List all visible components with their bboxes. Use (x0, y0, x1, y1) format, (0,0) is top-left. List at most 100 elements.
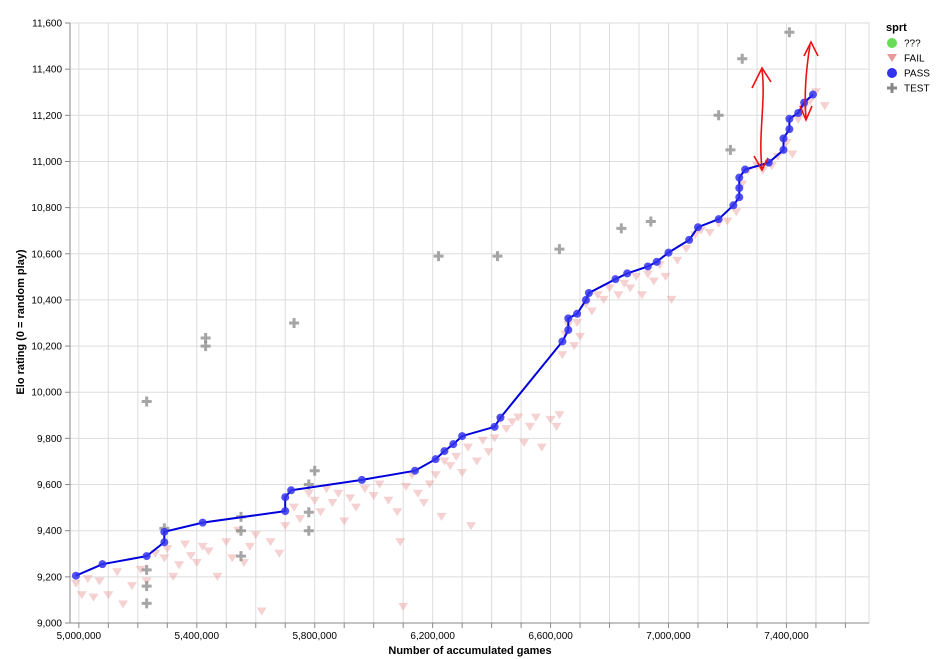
x-tick-label: 5,000,000 (57, 631, 102, 642)
y-tick-label: 10,600 (31, 249, 62, 260)
pass-point (160, 538, 169, 547)
pass-point (440, 447, 449, 456)
fail-point (477, 436, 488, 445)
test-point (303, 479, 314, 490)
fail-point (118, 600, 129, 609)
pass-point (564, 314, 573, 323)
fail-point (592, 291, 603, 300)
fail-point (519, 439, 530, 447)
fail-point (359, 485, 370, 494)
annotation-arrowhead-left-bottom (753, 155, 769, 172)
test-point (141, 396, 152, 407)
pass-point (431, 455, 440, 464)
fail-point (126, 582, 137, 591)
fail-point (412, 489, 423, 498)
y-tick-label: 11,000 (32, 157, 62, 168)
fail-point (604, 284, 615, 293)
fail-point (76, 591, 87, 600)
fail-point (168, 572, 179, 581)
pass-point (714, 215, 723, 224)
fail-point (294, 515, 305, 524)
fail-point (439, 457, 450, 466)
fail-series (70, 88, 830, 616)
annotation-arrowhead-right-bottom (799, 105, 813, 123)
pass-point (496, 413, 505, 422)
fail-point (221, 538, 232, 547)
fail-point (212, 572, 223, 581)
fail-point (401, 482, 412, 491)
pass-point (281, 507, 290, 516)
fail-point (489, 434, 500, 443)
fail-point (368, 492, 379, 501)
fail-point (345, 494, 356, 503)
pass-point (735, 173, 744, 182)
annotation-arrow-right (804, 44, 811, 119)
y-tick-label: 10,400 (31, 295, 62, 306)
fail-point (451, 452, 462, 461)
fail-point (648, 277, 659, 286)
pass-point (160, 527, 169, 536)
legend: sprt ??? FAIL PASS TEST (886, 22, 930, 95)
fail-point (82, 575, 93, 584)
test-point (200, 333, 211, 343)
legend-title: sprt (886, 22, 907, 34)
pass-point (611, 275, 620, 284)
fail-point (350, 503, 361, 512)
pass-point (643, 262, 652, 271)
grid (69, 22, 870, 624)
fail-point (545, 415, 556, 424)
y-tick-label: 9,600 (37, 480, 62, 491)
fail-point (174, 561, 185, 570)
legend-symbol (887, 38, 897, 48)
pass-point (741, 165, 750, 174)
fail-point (244, 542, 255, 551)
pass-point (449, 440, 458, 449)
test-point (492, 251, 503, 262)
fail-point (569, 342, 580, 351)
y-tick-label: 11,400 (32, 65, 62, 76)
fail-point (704, 229, 715, 237)
fail-point (613, 291, 624, 300)
test-point (236, 525, 247, 536)
pass-point (581, 295, 590, 304)
pass-point (735, 193, 744, 202)
pass-point (779, 145, 788, 154)
test-point (289, 318, 300, 328)
fail-point (554, 411, 565, 420)
fail-point (524, 422, 535, 431)
test-point (725, 144, 736, 155)
fail-point (321, 485, 332, 494)
fail-point (722, 217, 733, 226)
test-point (236, 551, 247, 562)
x-tick-label: 5,800,000 (292, 631, 337, 642)
fail-point (374, 480, 385, 489)
fail-point (672, 256, 683, 265)
fail-point (557, 351, 568, 360)
x-tick-label: 7,400,000 (764, 631, 809, 642)
pass-point (558, 337, 567, 346)
fail-point (690, 231, 701, 240)
y-axis-title: Elo rating (0 = random play) (15, 249, 27, 395)
y-tick-label: 9,000 (37, 619, 62, 630)
fail-point (162, 545, 173, 554)
y-tick-label: 11,600 (32, 19, 62, 30)
fail-point (179, 540, 190, 549)
test-point (309, 465, 320, 476)
fail-point (575, 332, 586, 341)
axes: 9,000 9,200 9,400 9,600 9,800 10,000 10,200 10,… (31, 19, 869, 642)
pass-point (800, 98, 809, 107)
test-point (784, 27, 795, 38)
test-series (141, 27, 795, 609)
pass-point (198, 518, 207, 527)
fail-point (436, 512, 447, 521)
test-point (645, 216, 656, 227)
pass-point (623, 269, 632, 278)
pass-point (664, 248, 673, 257)
pass-point (490, 422, 499, 431)
test-point (616, 223, 627, 234)
fail-point (536, 443, 547, 452)
pass-point (458, 432, 467, 441)
pass-point (281, 493, 290, 502)
fail-point (619, 279, 630, 288)
